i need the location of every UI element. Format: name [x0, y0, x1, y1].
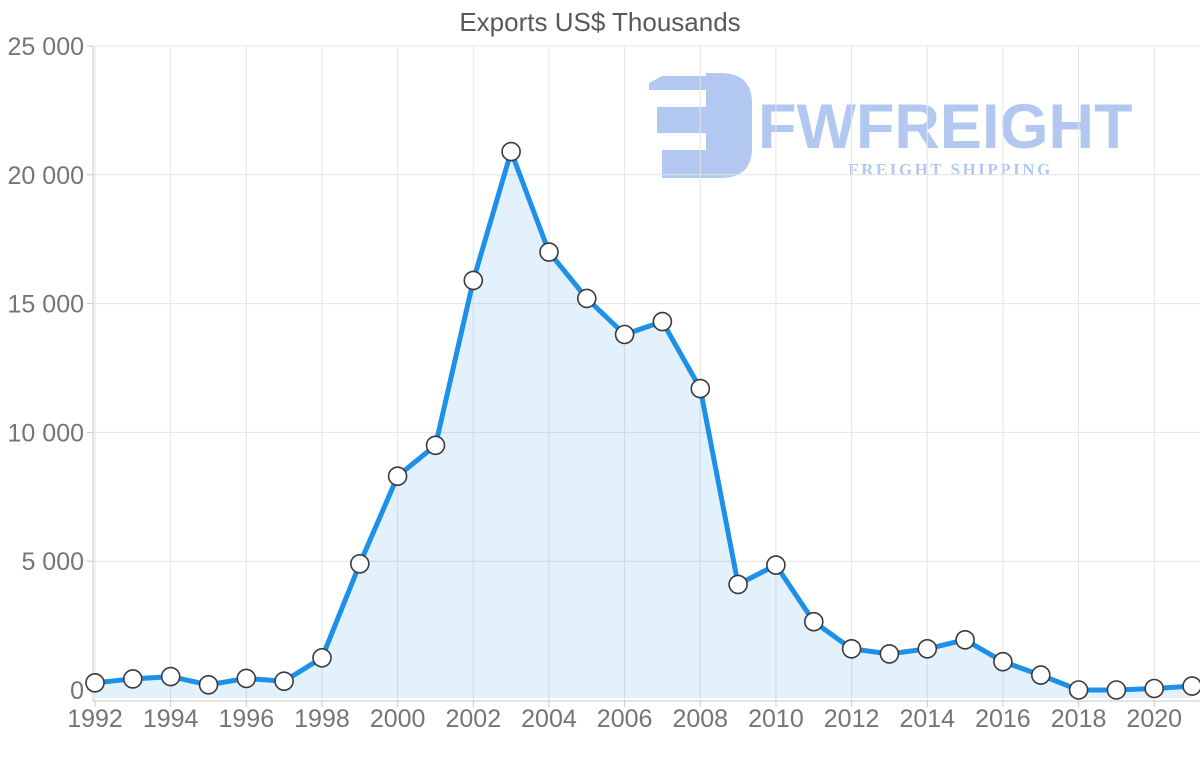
x-tick-label-2010: 2010 [748, 705, 804, 733]
x-tick-label-2012: 2012 [824, 705, 880, 733]
data-point-2012[interactable] [841, 638, 862, 659]
x-tick-label-2002: 2002 [445, 705, 501, 733]
data-point-1999[interactable] [349, 553, 370, 574]
x-tick-label-1998: 1998 [294, 705, 350, 733]
x-tick-label-1994: 1994 [143, 705, 199, 733]
y-tick-label-5000: 5 000 [21, 548, 84, 576]
y-tick-label-0: 0 [70, 677, 84, 705]
x-tick-label-2008: 2008 [672, 705, 728, 733]
data-point-2000[interactable] [387, 466, 408, 487]
x-tick-label-2018: 2018 [1051, 705, 1107, 733]
y-tick-label-15000: 15 000 [8, 291, 84, 319]
x-tick-label-2000: 2000 [370, 705, 426, 733]
brand-wordmark: FWFREIGHT [758, 92, 1133, 162]
data-point-2006[interactable] [614, 324, 635, 345]
data-point-1995[interactable] [198, 674, 219, 695]
data-point-2003[interactable] [501, 141, 521, 162]
data-point-2021[interactable] [1182, 676, 1200, 696]
data-point-2013[interactable] [879, 644, 900, 664]
data-point-1998[interactable] [312, 647, 332, 668]
data-point-1997[interactable] [274, 671, 294, 692]
data-point-2017[interactable] [1031, 665, 1051, 685]
chart-title: Exports US$ Thousands [459, 7, 741, 37]
data-point-2015[interactable] [955, 629, 975, 650]
series-area-fill [95, 151, 1193, 699]
data-point-2010[interactable] [766, 555, 786, 575]
data-point-2020[interactable] [1144, 678, 1164, 699]
data-point-2019[interactable] [1106, 680, 1127, 700]
data-point-1993[interactable] [123, 669, 143, 689]
data-point-2002[interactable] [463, 270, 484, 291]
x-tick-label-2020: 2020 [1126, 705, 1182, 733]
x-tick-label-2006: 2006 [597, 705, 653, 733]
brand-tagline: FREIGHT SHIPPING [848, 160, 1053, 179]
data-point-2016[interactable] [993, 651, 1013, 672]
y-tick-label-20000: 20 000 [8, 162, 84, 190]
brand-watermark: FWFREIGHT FREIGHT SHIPPING [648, 68, 1148, 183]
data-point-2014[interactable] [917, 638, 938, 659]
y-tick-label-25000: 25 000 [8, 33, 84, 61]
data-point-2009[interactable] [728, 574, 748, 595]
y-tick-label-10000: 10 000 [8, 419, 84, 447]
x-tick-label-2014: 2014 [899, 705, 955, 733]
fwfreight-logo-icon [649, 73, 752, 178]
x-tick-label-2004: 2004 [521, 705, 577, 733]
x-tick-label-1996: 1996 [219, 705, 275, 733]
data-point-1992[interactable] [85, 672, 105, 693]
data-point-2011[interactable] [803, 611, 824, 632]
data-point-2004[interactable] [539, 242, 559, 262]
data-point-1996[interactable] [236, 668, 257, 689]
data-point-2007[interactable] [652, 311, 673, 332]
data-point-2001[interactable] [425, 435, 446, 456]
data-point-2005[interactable] [576, 288, 597, 309]
x-tick-label-1992: 1992 [67, 705, 123, 733]
data-point-2008[interactable] [690, 378, 711, 399]
data-point-2018[interactable] [1068, 680, 1089, 700]
data-point-1994[interactable] [160, 666, 181, 687]
x-tick-label-2016: 2016 [975, 705, 1031, 733]
